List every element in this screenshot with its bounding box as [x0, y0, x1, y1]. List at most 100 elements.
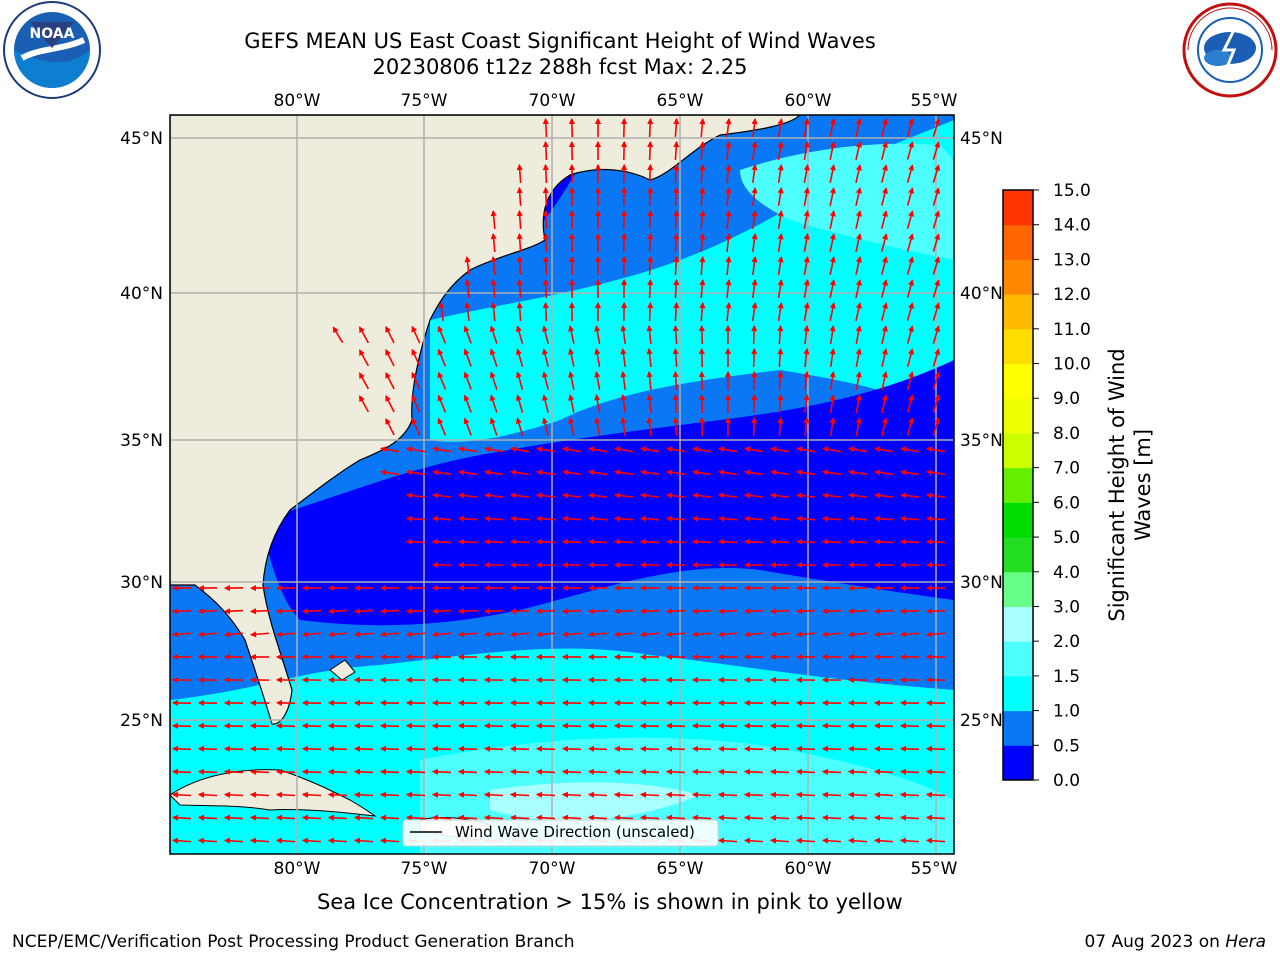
- lat-label-left: 45°N: [120, 129, 163, 149]
- wind-arrow-head: [405, 608, 413, 615]
- wind-arrow-head: [437, 394, 444, 402]
- wind-arrow-head: [490, 278, 497, 286]
- wind-arrow-head: [769, 676, 776, 684]
- wind-arrow-head: [171, 814, 179, 821]
- wind-arrow-head: [777, 279, 784, 286]
- wind-arrow-head: [847, 814, 855, 821]
- wind-arrow-head: [899, 745, 907, 752]
- wind-arrow-head: [692, 446, 699, 453]
- wind-arrow-head: [594, 394, 601, 401]
- wind-arrow-head: [847, 768, 855, 775]
- wind-arrow-head: [639, 631, 647, 638]
- wind-arrow-head: [509, 653, 516, 661]
- wind-arrow-head: [698, 393, 705, 401]
- wind-arrow-head: [777, 302, 784, 309]
- wind-arrow-head: [647, 186, 654, 194]
- wind-arrow-head: [717, 631, 725, 638]
- wind-arrow-head: [821, 492, 829, 499]
- wind-arrow-head: [724, 370, 732, 377]
- colorbar-swatch: [1003, 467, 1033, 503]
- wind-arrow-head: [301, 631, 309, 638]
- wind-arrow-head: [821, 515, 829, 522]
- wind-arrow-head: [673, 209, 680, 217]
- wind-arrow-head: [594, 371, 601, 378]
- wind-arrow-head: [829, 210, 836, 217]
- wind-arrow-head: [535, 676, 542, 684]
- wind-arrow-head: [925, 561, 932, 569]
- wind-arrow-head: [725, 163, 732, 171]
- wind-arrow-head: [691, 676, 698, 684]
- wind-arrow-head: [561, 515, 569, 522]
- wind-arrow-head: [751, 324, 758, 332]
- wind-arrow-head: [934, 417, 941, 425]
- wind-arrow-head: [301, 745, 309, 752]
- wind-arrow-head: [432, 446, 439, 453]
- wind-arrow-head: [223, 768, 231, 775]
- wind-arrow-head: [275, 745, 283, 752]
- wind-arrow-head: [769, 768, 777, 775]
- wind-arrow-head: [699, 255, 706, 263]
- wind-arrow-head: [829, 417, 836, 424]
- wind-arrow-head: [751, 209, 758, 217]
- wind-arrow-head: [620, 186, 628, 194]
- colorbar-tick-label: 7.0: [1053, 459, 1080, 479]
- wind-arrow-head: [223, 745, 231, 752]
- wind-arrow-head: [724, 347, 732, 354]
- wind-arrow-head: [431, 631, 439, 638]
- wind-arrow-head: [777, 393, 784, 401]
- wind-arrow-head: [561, 608, 569, 615]
- wind-arrow-head: [516, 209, 523, 217]
- wind-arrow-head: [646, 347, 653, 355]
- wind-arrow-head: [489, 417, 496, 425]
- wind-arrow-head: [411, 371, 418, 379]
- wind-arrow-head: [899, 699, 907, 706]
- wind-arrow-head: [847, 676, 854, 684]
- wind-arrow-head: [613, 631, 621, 638]
- wind-arrow-head: [327, 676, 334, 684]
- wind-arrow-head: [353, 631, 361, 638]
- wind-arrow-head: [908, 187, 915, 194]
- colorbar-swatch: [1003, 259, 1033, 295]
- map-title: GEFS MEAN US East Coast Significant Heig…: [244, 29, 876, 53]
- wind-arrow-head: [405, 676, 412, 684]
- wind-arrow-head: [899, 538, 907, 545]
- wind-arrow-head: [821, 768, 829, 775]
- wind-arrow-head: [535, 515, 543, 522]
- noaa-logo-text: NOAA: [30, 26, 75, 42]
- wind-arrow-head: [587, 768, 595, 775]
- wind-arrow-head: [717, 745, 725, 752]
- wind-arrow-head: [249, 768, 257, 775]
- wind-arrow-head: [249, 608, 257, 615]
- wind-arrow-head: [620, 255, 628, 263]
- wind-arrow-head: [509, 791, 517, 798]
- wind-arrow-head: [639, 584, 647, 592]
- wind-arrow-head: [691, 492, 699, 499]
- wind-arrow-head: [665, 814, 673, 821]
- wind-arrow-head: [568, 232, 575, 240]
- wind-arrow-head: [223, 653, 230, 661]
- wind-arrow-head: [795, 814, 803, 821]
- wind-arrow-head: [379, 768, 387, 775]
- wind-arrow-head: [535, 745, 543, 752]
- wind-arrow-head: [561, 791, 569, 798]
- wind-arrow-head: [908, 164, 915, 171]
- wind-arrow-head: [873, 837, 881, 844]
- bahamas-land: [329, 659, 356, 681]
- wind-arrow-head: [353, 699, 361, 706]
- wind-arrow-head: [803, 164, 810, 171]
- wind-arrow-head: [484, 469, 491, 476]
- wind-arrow-head: [457, 676, 464, 684]
- wind-arrow-head: [847, 515, 855, 522]
- wind-arrow-head: [646, 393, 653, 401]
- wind-arrow-head: [647, 255, 654, 263]
- wind-arrow-head: [620, 301, 628, 309]
- wind-arrow-head: [691, 722, 699, 729]
- wind-arrow-head: [353, 653, 360, 661]
- wind-arrow-head: [743, 561, 750, 569]
- lat-label-left: 25°N: [120, 711, 163, 731]
- wind-arrow-head: [717, 608, 725, 615]
- wind-arrow-head: [699, 232, 706, 240]
- wind-arrow-head: [848, 469, 855, 476]
- wind-arrow-head: [431, 722, 439, 729]
